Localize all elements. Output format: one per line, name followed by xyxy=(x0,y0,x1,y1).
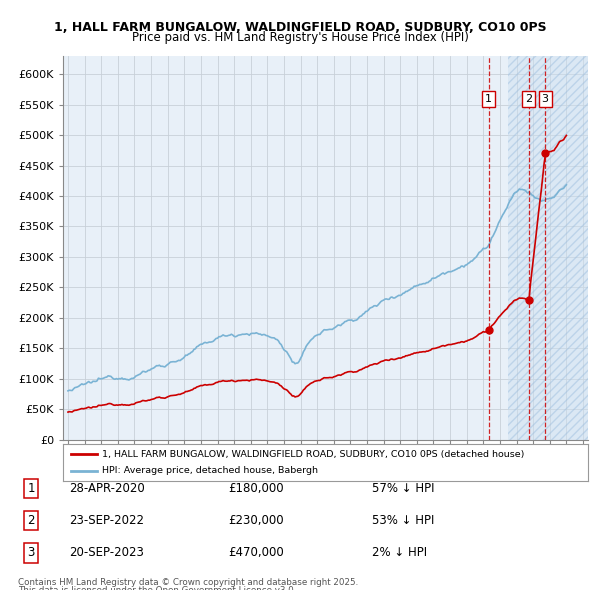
Text: £180,000: £180,000 xyxy=(228,482,284,495)
Text: 1: 1 xyxy=(485,94,492,104)
Text: 3: 3 xyxy=(542,94,548,104)
Text: 20-SEP-2023: 20-SEP-2023 xyxy=(69,546,144,559)
Text: 1: 1 xyxy=(28,482,35,495)
Text: 1, HALL FARM BUNGALOW, WALDINGFIELD ROAD, SUDBURY, CO10 0PS: 1, HALL FARM BUNGALOW, WALDINGFIELD ROAD… xyxy=(53,21,547,34)
Text: 3: 3 xyxy=(28,546,35,559)
Text: 57% ↓ HPI: 57% ↓ HPI xyxy=(372,482,434,495)
Text: 28-APR-2020: 28-APR-2020 xyxy=(69,482,145,495)
Text: 53% ↓ HPI: 53% ↓ HPI xyxy=(372,514,434,527)
Text: Price paid vs. HM Land Registry's House Price Index (HPI): Price paid vs. HM Land Registry's House … xyxy=(131,31,469,44)
Text: 2% ↓ HPI: 2% ↓ HPI xyxy=(372,546,427,559)
Text: 1, HALL FARM BUNGALOW, WALDINGFIELD ROAD, SUDBURY, CO10 0PS (detached house): 1, HALL FARM BUNGALOW, WALDINGFIELD ROAD… xyxy=(103,450,525,458)
Text: This data is licensed under the Open Government Licence v3.0.: This data is licensed under the Open Gov… xyxy=(18,586,296,590)
Text: £470,000: £470,000 xyxy=(228,546,284,559)
Bar xyxy=(508,56,588,440)
Text: HPI: Average price, detached house, Babergh: HPI: Average price, detached house, Babe… xyxy=(103,467,319,476)
Text: £230,000: £230,000 xyxy=(228,514,284,527)
Text: Contains HM Land Registry data © Crown copyright and database right 2025.: Contains HM Land Registry data © Crown c… xyxy=(18,578,358,587)
Text: 2: 2 xyxy=(28,514,35,527)
Text: 23-SEP-2022: 23-SEP-2022 xyxy=(69,514,144,527)
Text: 2: 2 xyxy=(525,94,532,104)
